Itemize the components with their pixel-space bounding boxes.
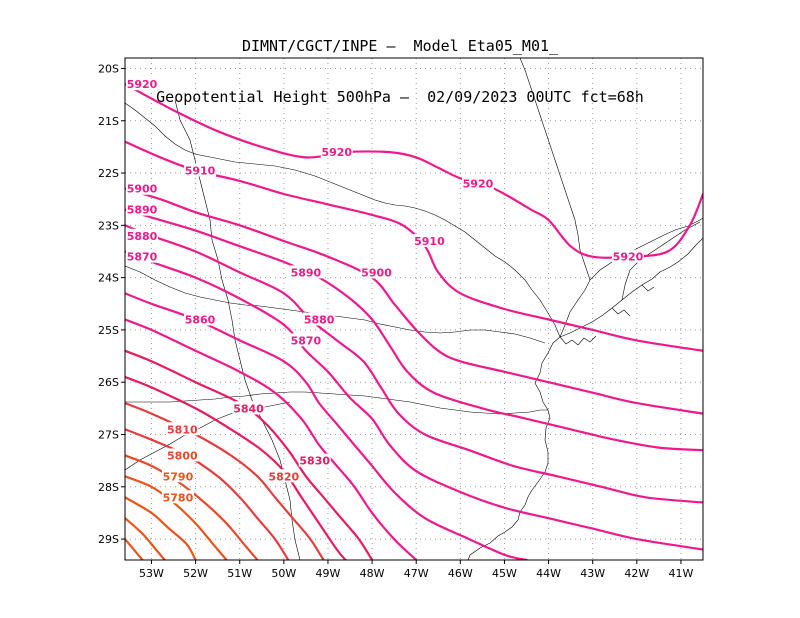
axis-ticks: 20S 21S 22S 23S 24S 25S 26S 27S 28S 29S 53W 52W 51W 5… [98, 62, 693, 580]
contour-label-bg [267, 469, 300, 483]
contour-label-bg [161, 490, 194, 504]
contour-label-5860: 5860 [185, 313, 216, 326]
lat-tick-label: 26S [98, 376, 119, 389]
contour-label-bg [184, 163, 217, 177]
contour-label-5790: 5790 [163, 470, 194, 483]
contour-label-5900: 5900 [127, 183, 158, 196]
lon-tick-label: 43W [580, 567, 605, 580]
lon-tick-label: 51W [227, 567, 252, 580]
contour-label-5780: 5780 [163, 491, 194, 504]
lat-tick-label: 25S [98, 324, 119, 337]
contour-label-bg [126, 202, 158, 216]
contour-5890 [125, 208, 703, 452]
contour-5780 [125, 496, 197, 560]
contour-label-bg [289, 333, 322, 347]
lat-tick-label: 24S [98, 272, 119, 285]
contour-label-5880: 5880 [304, 313, 335, 326]
plot-frame [124, 57, 704, 561]
contour-label-bg [289, 265, 322, 279]
contour-label-bg [166, 422, 199, 436]
lon-tick-label: 42W [624, 567, 649, 580]
contour-label-bg [303, 312, 336, 326]
contour-label-5840: 5840 [233, 402, 264, 415]
lat-tick-label: 27S [98, 429, 119, 442]
lat-tick-label: 23S [98, 219, 119, 232]
contour-label-5920: 5920 [463, 178, 494, 191]
contour-label-5910: 5910 [414, 235, 445, 248]
contour-5900 [125, 187, 703, 415]
contour-label-5890: 5890 [291, 266, 322, 279]
contour-5790 [125, 475, 228, 560]
contour-label-bg [126, 181, 158, 195]
contour-label-5810: 5810 [167, 423, 198, 436]
contour-labels: 5920 5920 5920 5920 5910 5910 5900 5900 5890 5890… [126, 77, 644, 504]
contour-label-5910: 5910 [185, 164, 216, 177]
contour-5880 [125, 224, 703, 504]
lon-tick-label: 41W [669, 567, 694, 580]
lon-tick-label: 50W [271, 567, 296, 580]
contour-label-5920: 5920 [127, 78, 158, 91]
river-parana [174, 99, 301, 560]
contour-label-bg [126, 249, 158, 263]
title-line-2: Geopotential Height 500hPa — 02/09/2023 … [156, 88, 644, 106]
contour-5810 [125, 428, 290, 560]
coast-islands [559, 284, 655, 346]
contour-label-bg [184, 312, 217, 326]
contour-label-bg [360, 265, 393, 279]
contour-label-5830: 5830 [299, 455, 330, 468]
state-border-4 [559, 217, 703, 338]
contour-5800 [125, 454, 259, 560]
contour-5870 [125, 250, 703, 551]
lon-tick-label: 49W [316, 567, 341, 580]
contour-5840 [125, 349, 374, 560]
contour-label-5800: 5800 [167, 449, 198, 462]
coastline [467, 237, 703, 560]
contour-label-5890: 5890 [127, 204, 158, 217]
lon-tick-label: 47W [404, 567, 429, 580]
contour-label-bg [161, 469, 194, 483]
lon-tick-label: 53W [139, 567, 164, 580]
contour-label-5870: 5870 [291, 334, 322, 347]
contour-5830 [125, 375, 347, 560]
state-border-1 [125, 391, 548, 415]
lat-tick-label: 21S [98, 115, 119, 128]
contour-label-bg [126, 228, 158, 242]
lon-tick-label: 46W [448, 567, 473, 580]
graticule [125, 58, 703, 560]
contour-label-bg [320, 145, 353, 159]
lon-tick-label: 44W [536, 567, 561, 580]
title-line-1: DIMNT/CGCT/INPE — Model Eta05_M01_ [241, 37, 559, 55]
contour-5850 [125, 318, 418, 560]
state-border-5 [519, 58, 591, 281]
contour-label-bg [232, 401, 265, 415]
contour-label-bg [413, 234, 446, 248]
contour-label-bg [298, 453, 331, 467]
contour-label-5820: 5820 [269, 470, 300, 483]
state-border-3 [125, 102, 561, 338]
lon-tick-label: 52W [183, 567, 208, 580]
lat-tick-label: 29S [98, 533, 119, 546]
lat-tick-label: 20S [98, 62, 119, 75]
map-title: DIMNT/CGCT/INPE — Model Eta05_M01_ Geopo… [0, 4, 800, 123]
contour-label-5870: 5870 [127, 251, 158, 264]
coastline-and-borders [125, 58, 703, 560]
contour-5770 [125, 517, 166, 560]
lat-tick-label: 28S [98, 481, 119, 494]
contour-label-5900: 5900 [361, 266, 392, 279]
contour-5760 [125, 538, 144, 560]
contour-label-5880: 5880 [127, 230, 158, 243]
lon-tick-label: 48W [360, 567, 385, 580]
contour-label-bg [166, 448, 199, 462]
contour-label-bg [126, 77, 158, 91]
lat-tick-label: 22S [98, 167, 119, 180]
contour-label-bg [611, 249, 644, 263]
contour-5820 [125, 402, 325, 560]
contour-label-5920: 5920 [321, 146, 352, 159]
contour-label-5920: 5920 [613, 251, 644, 264]
lon-tick-label: 45W [492, 567, 517, 580]
contour-label-bg [461, 176, 494, 190]
